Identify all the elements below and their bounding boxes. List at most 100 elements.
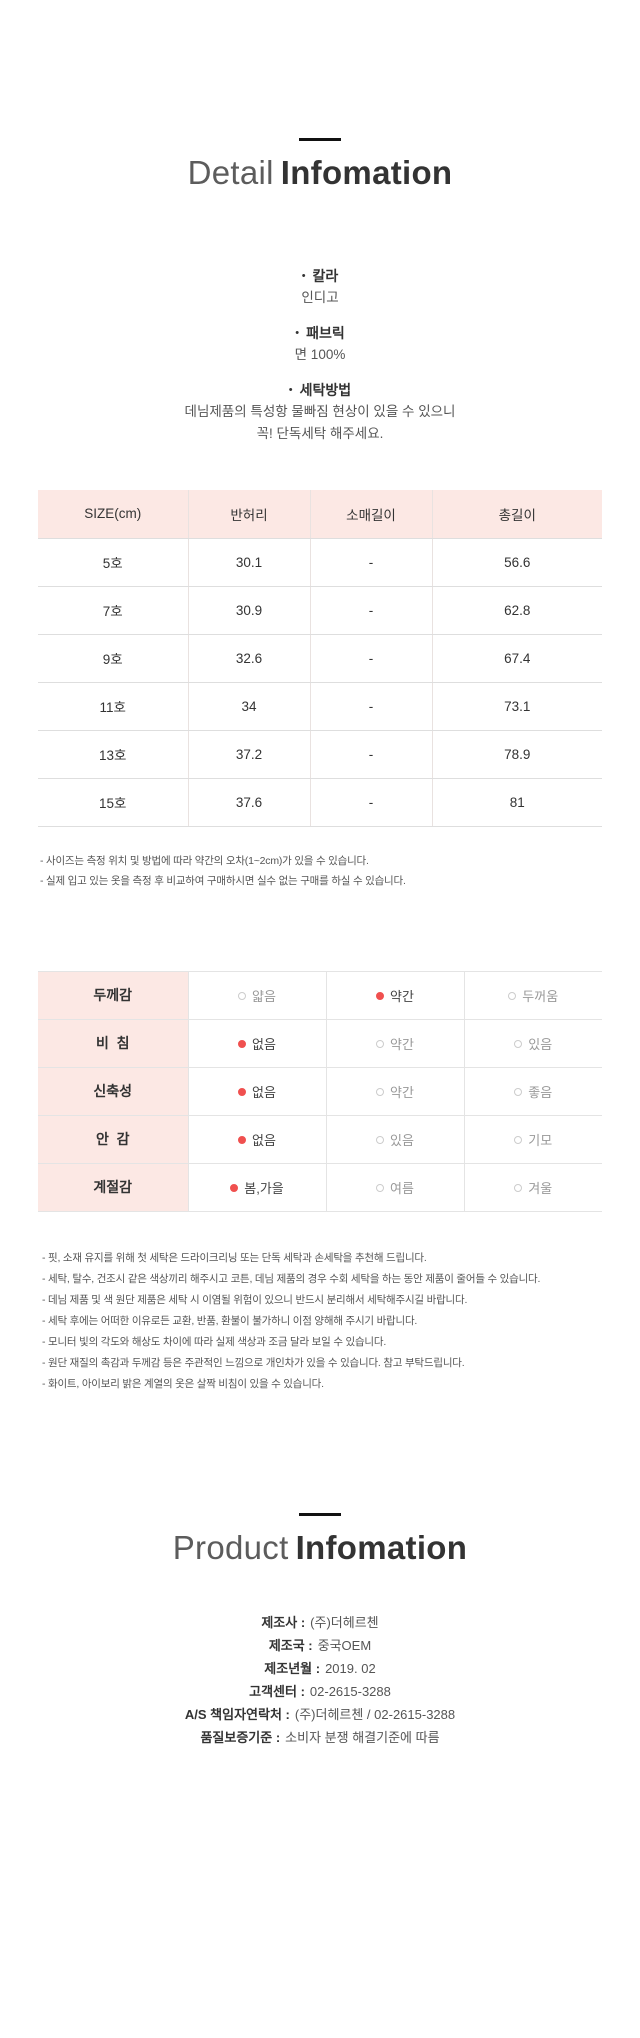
feature-row: 신축성 없음 약간 좋음 bbox=[38, 1066, 602, 1116]
product-info-value: 중국OEM bbox=[317, 1637, 372, 1653]
radio-selected-icon bbox=[238, 1135, 247, 1144]
feature-option-cell: 없음 bbox=[187, 1066, 327, 1116]
product-info-label: 제조사 : bbox=[261, 1614, 306, 1630]
size-cell: 37.2 bbox=[188, 730, 311, 779]
product-info-label: 제조국 : bbox=[268, 1637, 313, 1653]
feature-option-cell: 두꺼움 bbox=[463, 970, 602, 1020]
product-info-value: 소비자 분쟁 해결기준에 따름 bbox=[285, 1729, 440, 1745]
title-word-light: Detail bbox=[187, 154, 274, 191]
size-cell: 11호 bbox=[38, 682, 189, 731]
size-cell: - bbox=[310, 778, 433, 827]
size-row: 9호 32.6-67.4 bbox=[38, 634, 602, 683]
radio-unselected-icon bbox=[514, 1039, 523, 1048]
bullet-icon: • bbox=[295, 327, 300, 339]
care-note-line: - 세탁 후에는 어떠한 이유로든 교환, 반품, 환불이 불가하니 이점 양해… bbox=[42, 1314, 418, 1327]
feature-option-cell: 기모 bbox=[463, 1114, 602, 1164]
size-cell: 73.1 bbox=[432, 682, 602, 731]
radio-unselected-icon bbox=[514, 1135, 523, 1144]
radio-selected-icon bbox=[230, 1183, 239, 1192]
size-column-header: 반허리 bbox=[188, 490, 311, 539]
feature-row: 비 침 없음 약간 있음 bbox=[38, 1018, 602, 1068]
size-note-line: - 실제 입고 있는 옷을 측정 후 비교하여 구매하시면 실수 없는 구매를 … bbox=[40, 874, 406, 887]
size-cell: - bbox=[310, 682, 433, 731]
size-row: 7호 30.9-62.8 bbox=[38, 586, 602, 635]
feature-option-label: 좋음 bbox=[528, 1084, 553, 1100]
care-note-line: - 데님 제품 및 색 원단 제품은 세탁 시 이염될 위험이 있으니 반드시 … bbox=[42, 1293, 468, 1306]
size-column-header: SIZE(cm) bbox=[38, 490, 189, 539]
feature-option-label: 겨울 bbox=[528, 1180, 553, 1196]
size-row: 11호 34-73.1 bbox=[38, 682, 602, 731]
attribute-label: • 패브릭 bbox=[0, 323, 640, 343]
care-note-line: - 세탁, 탈수, 건조시 같은 색상끼리 해주시고 코튼, 데님 제품의 경우… bbox=[42, 1272, 541, 1285]
title-word-bold: Infomation bbox=[280, 154, 453, 191]
feature-option-cell: 겨울 bbox=[463, 1162, 602, 1212]
size-row: 13호 37.2-78.9 bbox=[38, 730, 602, 779]
product-info-label: A/S 책임자연락처 : bbox=[184, 1706, 290, 1722]
size-cell: 30.1 bbox=[188, 538, 311, 587]
product-info-row: 고객센터 :02-2615-3288 bbox=[0, 1680, 640, 1703]
feature-label-cell: 신축성 bbox=[38, 1066, 189, 1116]
feature-option-label: 없음 bbox=[252, 1132, 276, 1148]
attribute-value: 데님제품의 특성항 물빠짐 현상이 있을 수 있으니 bbox=[184, 404, 456, 419]
radio-selected-icon bbox=[376, 991, 385, 1000]
size-cell: 34 bbox=[188, 682, 311, 731]
section-divider-line bbox=[299, 1512, 341, 1516]
size-cell: - bbox=[310, 586, 433, 635]
care-note-line: - 모니터 빛의 각도와 해상도 차이에 따라 실제 색상과 조금 달라 보일 … bbox=[42, 1335, 387, 1348]
feature-option-label: 봄,가을 bbox=[244, 1180, 284, 1196]
attribute-label-text: 세탁방법 bbox=[299, 382, 352, 398]
feature-option-label: 기모 bbox=[528, 1132, 553, 1148]
size-cell: 5호 bbox=[38, 538, 189, 587]
feature-option-cell: 있음 bbox=[463, 1018, 602, 1068]
feature-option-label: 약간 bbox=[390, 988, 414, 1004]
size-cell: 30.9 bbox=[188, 586, 311, 635]
feature-option-label: 얇음 bbox=[252, 988, 276, 1004]
size-cell: 78.9 bbox=[432, 730, 602, 779]
product-info-row: A/S 책임자연락처 : (주)더헤르첸 / 02-2615-3288 bbox=[0, 1703, 640, 1726]
feature-option-cell: 약간 bbox=[325, 970, 465, 1020]
section-divider-line bbox=[299, 138, 341, 141]
title-word-light: Product bbox=[172, 1528, 289, 1566]
product-attribute-list: • 칼라 인디고 • 패브릭 면 100% • 세탁방법 데님제품의 특성항 물빠짐 현상이 있… bbox=[0, 266, 640, 444]
feature-label-cell: 안 감 bbox=[38, 1114, 189, 1164]
size-row: 5호 30.1-56.6 bbox=[38, 538, 602, 587]
feature-label-cell: 비 침 bbox=[38, 1018, 189, 1068]
product-info-value: (주)더헤르첸 / 02-2615-3288 bbox=[294, 1706, 456, 1722]
product-info-label: 고객센터 : bbox=[249, 1683, 305, 1699]
size-notes: - 사이즈는 측정 위치 및 방법에 따라 약간의 오차(1~2cm)가 있을 … bbox=[40, 851, 640, 891]
size-cell: 67.4 bbox=[432, 634, 602, 683]
feature-option-label: 약간 bbox=[390, 1036, 414, 1052]
feature-option-label: 없음 bbox=[252, 1084, 276, 1100]
product-section-title: Product Infomation bbox=[0, 1529, 640, 1567]
fabric-feature-table: 두께감 얇음 약간 두꺼움 비 침 없음 약간 있음 신축성 없음 약간 좋음 안 감 없음 있음 기모 계절감… bbox=[38, 970, 602, 1212]
attribute-item: • 패브릭 면 100% bbox=[0, 323, 640, 365]
size-cell: 62.8 bbox=[432, 586, 602, 635]
radio-unselected-icon bbox=[514, 1183, 523, 1192]
size-table: SIZE(cm) 반허리 소매길이 총길이 5호 30.1-56.6 7호 30.9-62.… bbox=[38, 490, 602, 827]
radio-unselected-icon bbox=[376, 1087, 385, 1096]
care-note-line: - 화이트, 아이보리 밝은 계열의 옷은 살짝 비침이 있을 수 있습니다. bbox=[42, 1377, 324, 1390]
feature-label-cell: 두께감 bbox=[38, 970, 189, 1020]
attribute-label-text: 패브릭 bbox=[306, 325, 345, 341]
size-column-header: 총길이 bbox=[432, 490, 602, 539]
bullet-icon: • bbox=[288, 384, 293, 396]
size-cell: - bbox=[310, 730, 433, 779]
care-note-line: - 핏, 소재 유지를 위해 첫 세탁은 드라이크리닝 또는 단독 세탁과 손세… bbox=[42, 1251, 427, 1264]
size-cell: 13호 bbox=[38, 730, 189, 779]
size-column-header: 소매길이 bbox=[310, 490, 433, 539]
feature-row: 계절감 봄,가을 여름 겨울 bbox=[38, 1162, 602, 1212]
detail-info-section: Detail Infomation • 칼라 인디고 • 패브릭 면 100% • 세탁방법 데님… bbox=[0, 138, 640, 1395]
size-cell: - bbox=[310, 538, 433, 587]
radio-unselected-icon bbox=[376, 1135, 385, 1144]
feature-table-body: 두께감 얇음 약간 두꺼움 비 침 없음 약간 있음 신축성 없음 약간 좋음 안 감 없음 있음 기모 계절감… bbox=[38, 970, 602, 1212]
attribute-label: • 칼라 bbox=[0, 266, 640, 286]
radio-unselected-icon bbox=[508, 991, 517, 1000]
size-cell: 15호 bbox=[38, 778, 189, 827]
size-header-row: SIZE(cm) 반허리 소매길이 총길이 bbox=[38, 490, 602, 539]
size-table-head: SIZE(cm) 반허리 소매길이 총길이 bbox=[38, 490, 602, 539]
feature-option-label: 있음 bbox=[390, 1132, 414, 1148]
size-row: 15호 37.6-81 bbox=[38, 778, 602, 827]
product-info-value: (주)더헤르첸 bbox=[310, 1614, 379, 1630]
radio-selected-icon bbox=[238, 1039, 247, 1048]
